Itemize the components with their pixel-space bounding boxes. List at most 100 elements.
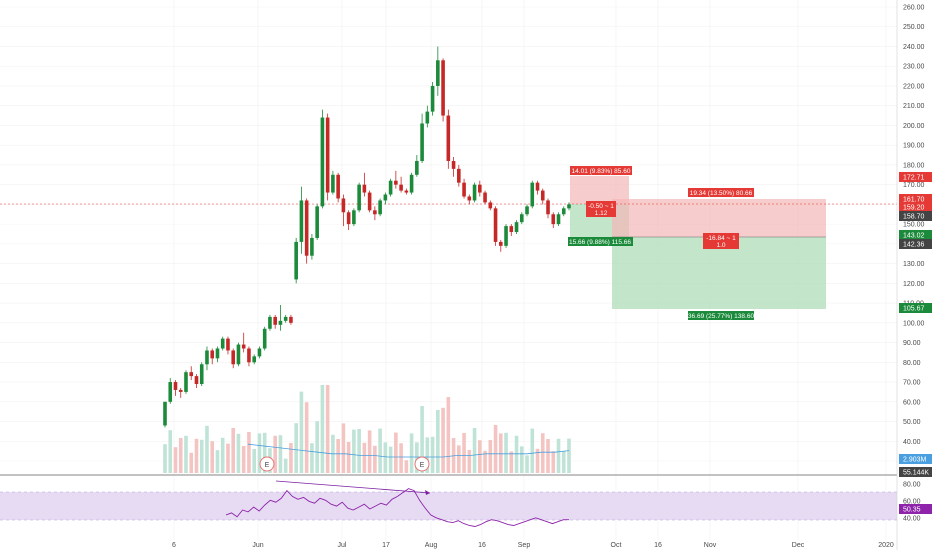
earnings-marker-icon[interactable] [259,456,275,472]
candle-body [556,214,561,225]
volume-bar [472,428,477,473]
volume-bar [509,451,514,473]
volume-bar [367,430,372,473]
volume-bar [352,429,356,473]
candle-body [194,376,199,385]
short-target-label-box [568,237,633,246]
candle-body [551,214,556,225]
rsi-divergence-trendline[interactable] [275,480,431,494]
candle-body [341,198,346,213]
candle-body [504,226,508,246]
rsi-pane [0,480,897,527]
candle-body [299,200,304,242]
price-tick-label: 130.00 [903,261,925,268]
volume-bar [315,421,319,473]
time-axis[interactable]: 6 Jun Jul 17 Aug 16 Sep Oct 16 Nov Dec 2020 [172,542,894,549]
earnings-markers[interactable]: E E [259,456,430,472]
price-tick-label: 240.00 [903,44,925,51]
candle-body [252,356,256,363]
time-tick-label: 6 [172,542,176,549]
price-tick-label: 170.00 [903,182,925,189]
volume-bar [383,442,388,473]
time-tick-label: Dec [792,542,805,549]
volume-bar [394,432,398,473]
long-target-label: 36.69 (25.77%) 138.60 [688,313,755,320]
volume-bar [498,433,503,473]
position-labels: 14.01 (9.83%) 85.60 -0.50 ~ 1 1.12 15.66… [568,166,754,320]
rsi-tick-label: 80.00 [903,482,921,489]
candle-body [199,364,204,385]
volume-bar [409,433,414,473]
volume-bar [262,432,267,473]
volume-bar [173,447,178,473]
price-tag-box [899,202,932,212]
volume-bar [241,446,246,473]
price-tag-label: 143.02 [903,233,925,240]
price-tick-label: 60.00 [903,399,921,406]
volume-bar [467,450,472,473]
candle-body [451,160,456,169]
candle-body [231,350,236,365]
price-tag-box [899,454,932,464]
candle-body [163,401,167,426]
candle-body [346,212,351,225]
rsi-current-tag [899,504,932,514]
volume-bar [514,435,519,473]
candlesticks [163,46,571,428]
candle-body [189,372,194,377]
candle-body [241,344,246,349]
candle-body [294,241,298,280]
candle-body [184,372,188,392]
volume-bar [236,433,241,473]
volume-bars [163,385,571,473]
price-tag-box [899,467,932,477]
earnings-marker-icon[interactable] [414,456,430,472]
short-stop-label-box [570,166,632,175]
volume-bar [294,423,298,473]
candle-body [409,174,414,193]
price-tag-label: 2.903M [903,457,927,464]
candle-body [498,241,503,246]
long-stop-zone[interactable] [612,199,826,237]
volume-bar [325,385,330,473]
time-tick-label: Oct [611,542,622,549]
candle-body [378,200,382,215]
price-tag-box [899,172,932,182]
volume-bar [178,438,183,473]
candle-body [278,320,283,325]
earnings-marker-label: E [420,462,425,469]
price-tick-label: 220.00 [903,83,925,90]
long-target-label-box [688,311,754,320]
candle-body [530,182,535,207]
candle-body [457,168,461,183]
price-tick-label: 150.00 [903,222,925,229]
volume-bar [446,397,451,473]
candle-body [467,196,472,201]
rsi-tick-label: 40.00 [903,516,921,523]
volume-bar [373,445,377,473]
price-tick-label: 250.00 [903,24,925,31]
volume-bar [462,433,466,473]
price-tick-label: 40.00 [903,439,921,446]
candle-body [210,350,215,359]
candle-body [488,202,493,209]
price-tag-label: 142.36 [903,242,925,249]
candle-body [315,206,319,238]
candle-body [178,389,183,392]
time-tick-label: 2020 [878,542,894,549]
volume-bar [493,425,498,473]
short-stop-label: 14.01 (9.83%) 85.60 [572,168,631,175]
volume-bar [441,407,445,473]
time-tick-label: Jun [252,542,263,549]
volume-bar [205,425,209,473]
volume-bar [415,442,419,473]
volume-bar [478,440,482,473]
price-tick-label: 90.00 [903,340,921,347]
candle-body [493,208,498,242]
price-tag-box [899,194,932,204]
candle-body [425,111,430,124]
candle-body [262,328,267,349]
candle-body [478,184,482,193]
